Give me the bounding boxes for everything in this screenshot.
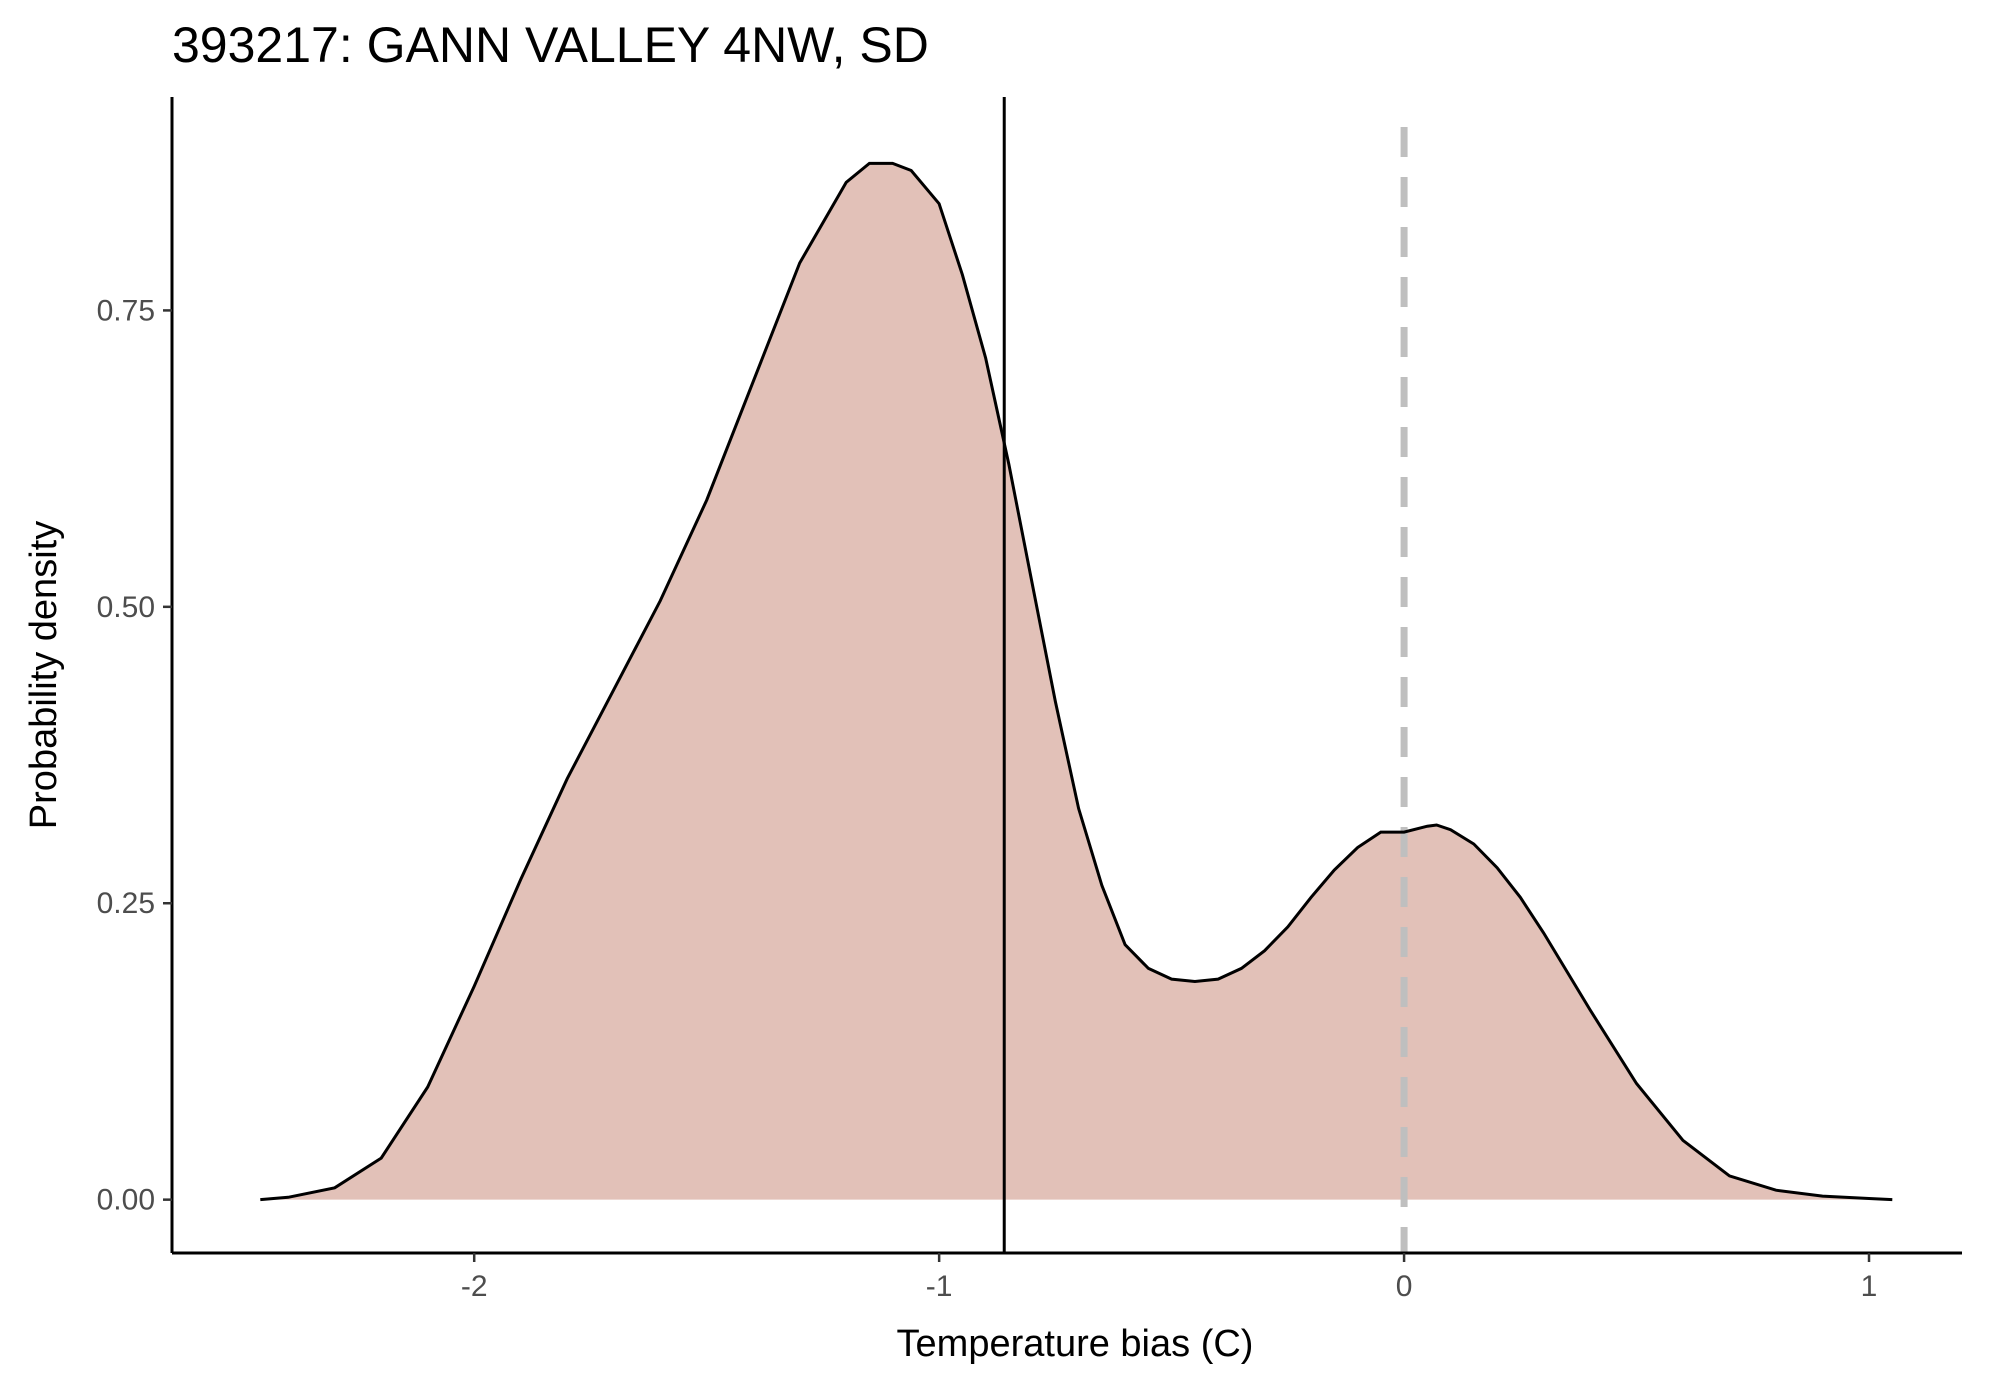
x-tick-label: -2 [461,1270,488,1303]
y-tick-label: 0.00 [97,1184,155,1217]
y-tick-label: 0.25 [97,887,155,920]
plot-area [260,97,1893,1253]
x-tick-label: -1 [926,1270,953,1303]
y-axis-title: Probability density [23,521,65,829]
x-tick-label: 0 [1396,1270,1413,1303]
x-tick-label: 1 [1861,1270,1878,1303]
x-axis-title: Temperature bias (C) [897,1323,1254,1365]
y-tick-label: 0.50 [97,591,155,624]
chart-title: 393217: GANN VALLEY 4NW, SD [172,17,929,73]
density-area [260,163,1893,1200]
y-tick-label: 0.75 [97,294,155,327]
x-axis-ticks: -2 -1 0 1 [461,1253,1877,1303]
density-curve [260,161,1893,1202]
y-axis-ticks: 0.00 0.25 0.50 0.75 [97,294,172,1217]
